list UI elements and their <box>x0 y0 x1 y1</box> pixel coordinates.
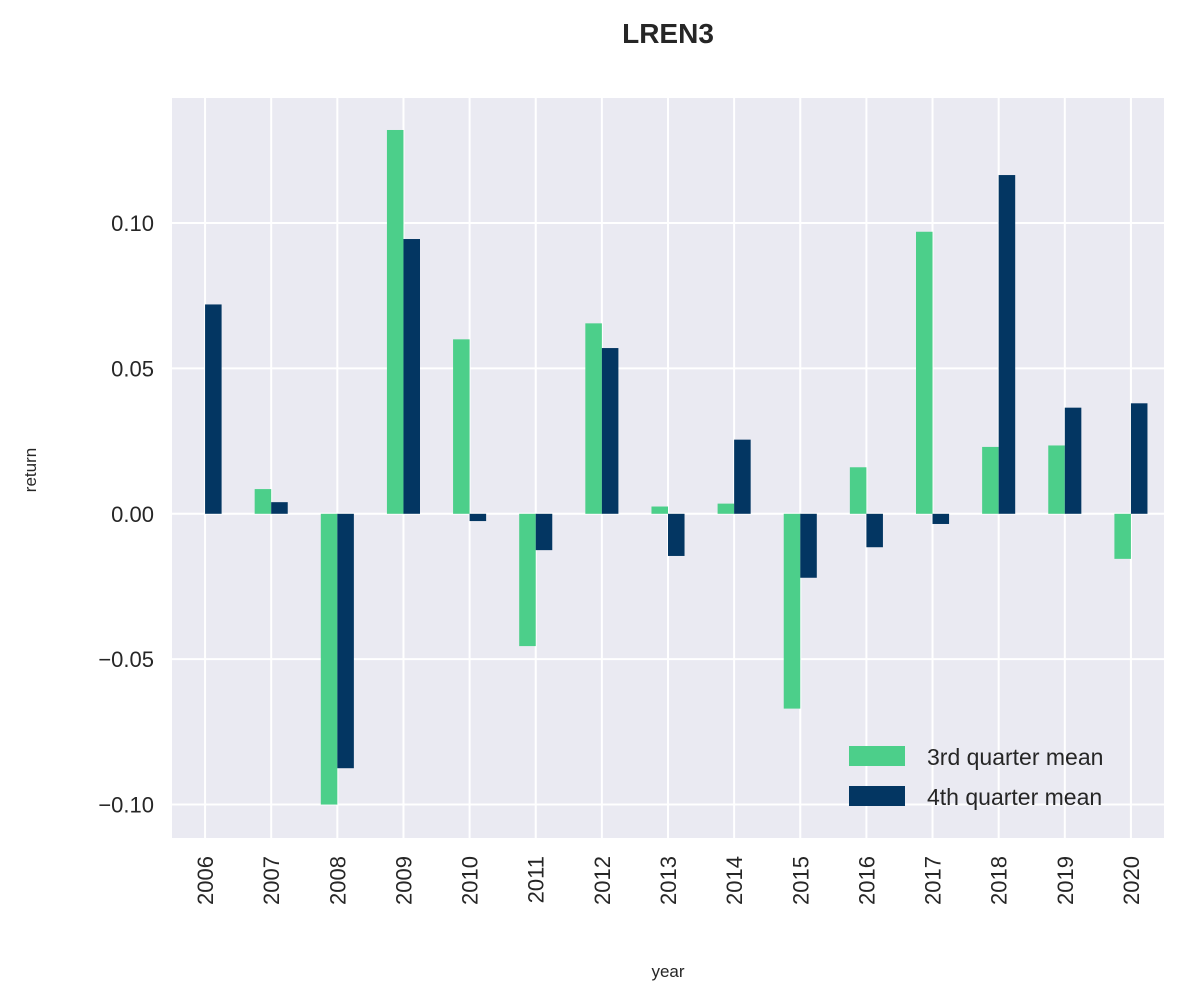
x-tick-label: 2008 <box>325 856 350 905</box>
x-tick-label: 2010 <box>458 856 483 905</box>
x-tick-label: 2007 <box>259 856 284 905</box>
legend: 3rd quarter mean 4th quarter mean <box>849 744 1103 810</box>
y-tick-label: 0.10 <box>111 211 154 236</box>
x-tick-label: 2011 <box>524 856 549 903</box>
bar-q3-2020 <box>1114 513 1131 559</box>
x-tick-label: 2017 <box>921 856 946 905</box>
bar-q3-2014 <box>717 503 735 514</box>
bar-q4-2006 <box>205 304 222 514</box>
bar-q4-2014 <box>734 439 751 514</box>
chart-title: LREN3 <box>622 18 714 49</box>
bar-q3-2011 <box>519 513 536 647</box>
x-tick-label: 2013 <box>656 856 681 905</box>
x-axis-label: year <box>651 962 684 981</box>
y-tick-label: −0.05 <box>98 647 154 672</box>
y-tick-label: 0.00 <box>111 502 154 527</box>
x-tick-label: 2020 <box>1119 856 1144 905</box>
bar-q3-2008 <box>320 513 338 805</box>
bar-q3-2010 <box>453 339 470 514</box>
x-tick-label: 2006 <box>193 856 218 905</box>
bar-q4-2008 <box>337 513 354 769</box>
bar-q3-2015 <box>783 513 801 709</box>
x-tick-label: 2009 <box>391 856 416 905</box>
bar-q3-2016 <box>849 467 867 514</box>
bars <box>205 129 1148 805</box>
bar-q4-2016 <box>866 513 883 548</box>
bar-q4-2010 <box>469 513 487 522</box>
bar-q3-2013 <box>651 506 668 514</box>
x-tick-label: 2016 <box>854 856 879 905</box>
bar-q4-2009 <box>403 239 420 514</box>
bar-q4-2015 <box>800 513 817 578</box>
bar-q4-2018 <box>998 175 1016 514</box>
x-tick-label: 2018 <box>987 856 1012 905</box>
x-tick-label: 2015 <box>788 856 813 905</box>
bar-q3-2012 <box>585 323 602 514</box>
bar-q4-2017 <box>932 513 950 524</box>
y-tick-labels: 0.10 0.05 0.00 −0.05 −0.10 <box>98 211 154 818</box>
bar-q4-2012 <box>601 348 619 514</box>
x-tick-labels: 2006 2007 2008 2009 2010 2011 2012 2013 2014 2015… <box>193 856 1144 905</box>
x-tick-label: 2012 <box>590 856 615 905</box>
legend-swatch-q3 <box>849 746 905 766</box>
bar-q4-2007 <box>271 502 288 514</box>
bar-q3-2009 <box>386 129 404 514</box>
y-tick-label: 0.05 <box>111 356 154 381</box>
legend-swatch-q4 <box>849 786 905 806</box>
bar-q4-2020 <box>1130 403 1148 514</box>
bar-q3-2007 <box>254 489 272 514</box>
legend-label-q4: 4th quarter mean <box>927 784 1102 810</box>
bar-q3-2019 <box>1048 445 1065 514</box>
bar-q4-2013 <box>668 513 685 556</box>
bar-q3-2018 <box>982 446 999 514</box>
y-axis-label: return <box>21 448 40 492</box>
x-tick-label: 2014 <box>722 856 747 905</box>
y-tick-label: −0.10 <box>98 793 154 818</box>
legend-label-q3: 3rd quarter mean <box>927 744 1103 770</box>
x-tick-label: 2019 <box>1053 856 1078 905</box>
bar-q4-2011 <box>535 513 553 551</box>
bar-q3-2017 <box>916 231 933 514</box>
bar-q4-2019 <box>1064 407 1082 514</box>
